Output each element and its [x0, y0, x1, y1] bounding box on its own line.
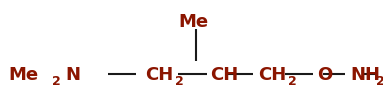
- Text: CH: CH: [258, 65, 286, 83]
- Text: N: N: [65, 65, 80, 83]
- Text: 2: 2: [288, 75, 297, 88]
- Text: 2: 2: [52, 75, 61, 88]
- Text: CH: CH: [145, 65, 173, 83]
- Text: Me: Me: [8, 65, 38, 83]
- Text: 2: 2: [175, 75, 184, 88]
- Text: 2: 2: [376, 75, 383, 88]
- Text: NH: NH: [350, 65, 380, 83]
- Text: O: O: [317, 65, 332, 83]
- Text: Me: Me: [178, 13, 208, 31]
- Text: CH: CH: [210, 65, 238, 83]
